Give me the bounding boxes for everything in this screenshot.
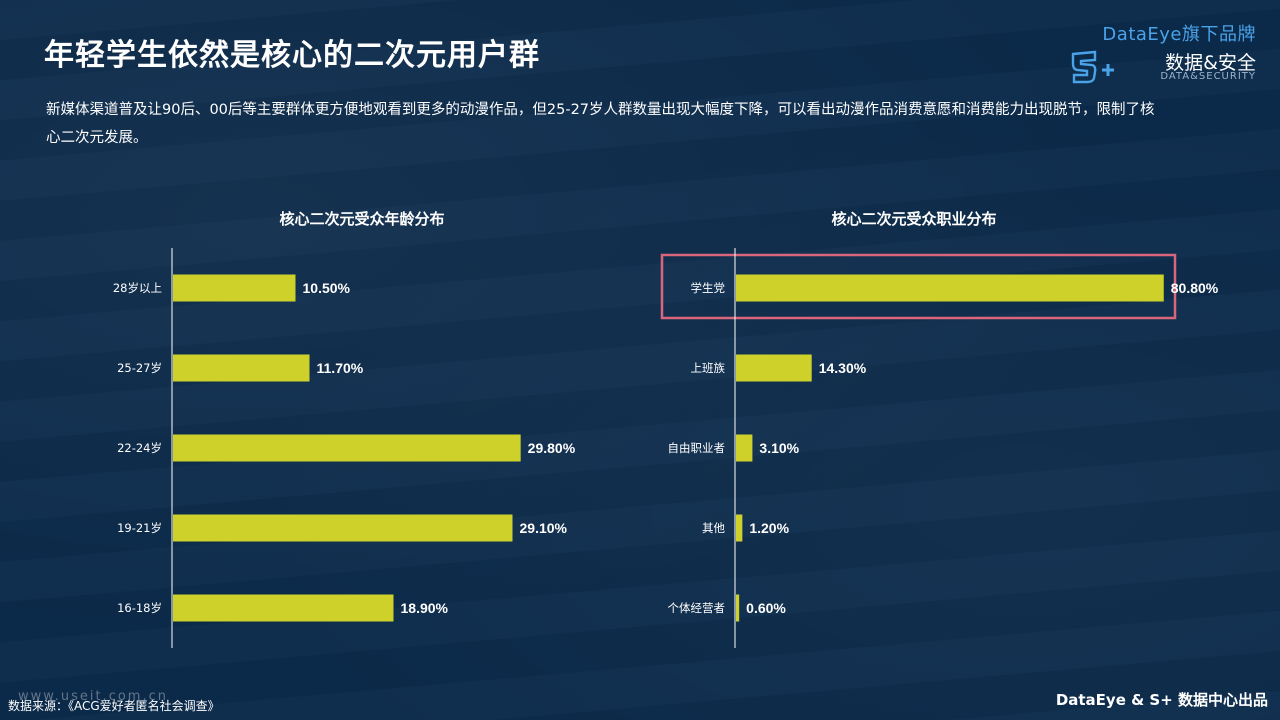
category-label: 19-21岁 bbox=[117, 521, 162, 535]
age-chart-title: 核心二次元受众年龄分布 bbox=[279, 210, 445, 228]
data-label: 14.30% bbox=[819, 360, 867, 376]
watermark-url: www.useit.com.cn bbox=[18, 689, 168, 704]
bar bbox=[173, 354, 310, 382]
page-description: 新媒体渠道普及让90后、00后等主要群体更方便地观看到更多的动漫作品，但25-2… bbox=[46, 102, 1155, 146]
bar bbox=[736, 354, 812, 382]
data-label: 1.20% bbox=[749, 520, 789, 536]
category-label: 28岁以上 bbox=[113, 281, 162, 295]
data-label: 11.70% bbox=[317, 360, 364, 376]
data-label: 0.60% bbox=[746, 600, 786, 616]
s-plus-logo-icon bbox=[1071, 50, 1114, 84]
category-label: 学生党 bbox=[691, 281, 726, 295]
bar bbox=[173, 594, 394, 622]
brand-tagline: DataEye旗下品牌 bbox=[1102, 24, 1256, 45]
data-label: 80.80% bbox=[1171, 280, 1219, 296]
data-label: 29.10% bbox=[520, 520, 568, 536]
brand-block: DataEye旗下品牌 数据&安全 DATA&SECURITY bbox=[1056, 20, 1256, 86]
occupation-chart-title: 核心二次元受众职业分布 bbox=[831, 210, 997, 228]
bar bbox=[736, 594, 740, 622]
category-label: 上班族 bbox=[691, 361, 726, 375]
brand-name-cn: 数据&安全 bbox=[1165, 52, 1256, 74]
bar bbox=[736, 434, 753, 462]
page-title: 年轻学生依然是核心的二次元用户群 bbox=[44, 38, 540, 73]
category-label: 个体经营者 bbox=[668, 601, 726, 615]
category-label: 16-18岁 bbox=[117, 601, 162, 615]
category-label: 自由职业者 bbox=[668, 441, 726, 455]
bar bbox=[173, 514, 513, 542]
category-label: 其他 bbox=[702, 521, 725, 535]
bar bbox=[173, 434, 521, 462]
data-label: 18.90% bbox=[401, 600, 449, 616]
category-label: 25-27岁 bbox=[117, 361, 162, 375]
data-label: 29.80% bbox=[528, 440, 576, 456]
bar bbox=[736, 514, 743, 542]
data-label: 3.10% bbox=[759, 440, 799, 456]
data-label: 10.50% bbox=[303, 280, 351, 296]
footer-credit: DataEye & S+ 数据中心出品 bbox=[1055, 691, 1268, 709]
bar bbox=[173, 274, 296, 302]
category-label: 22-24岁 bbox=[117, 441, 162, 455]
bar bbox=[736, 274, 1164, 302]
brand-name-en: DATA&SECURITY bbox=[1160, 71, 1256, 82]
data-source: 数据来源：《ACG爱好者匿名社会调查》 bbox=[8, 699, 220, 713]
highlight-box bbox=[660, 253, 1177, 320]
